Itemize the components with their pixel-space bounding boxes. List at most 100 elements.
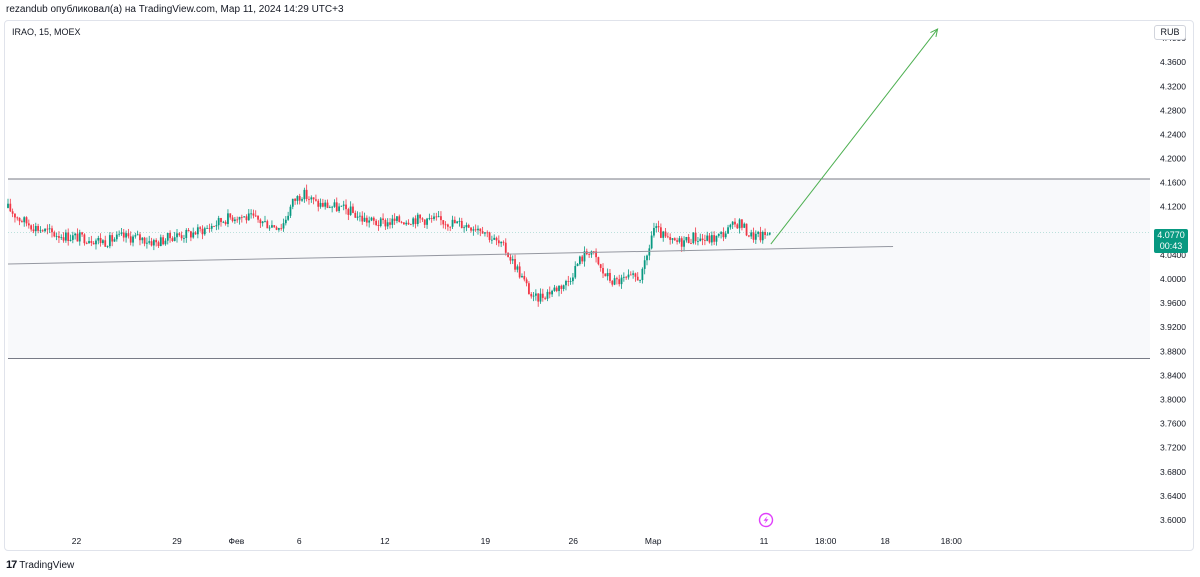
candle — [590, 250, 593, 258]
candle-body — [217, 218, 220, 226]
candle-body — [111, 235, 114, 242]
candle — [129, 231, 132, 246]
candle-body — [456, 221, 459, 224]
candle-body — [759, 231, 762, 241]
candle — [446, 223, 449, 231]
candle — [76, 228, 79, 242]
candle-body — [155, 240, 158, 243]
candle-body — [69, 239, 72, 241]
candle — [634, 272, 637, 282]
candle — [71, 231, 74, 244]
candle-body — [359, 215, 361, 217]
candle-body — [664, 231, 667, 237]
candle-body — [405, 222, 408, 225]
candle — [743, 222, 746, 229]
candle-body — [484, 232, 486, 234]
candle — [206, 225, 209, 229]
candle-body — [213, 226, 215, 227]
y-tick-label: 4.2000 — [1160, 154, 1186, 164]
candle-body — [252, 213, 255, 216]
candle — [349, 201, 352, 216]
symbol-info[interactable]: IRAO, 15, MOEX — [12, 27, 81, 37]
candle-body — [609, 272, 611, 281]
candle — [208, 223, 211, 233]
candle — [354, 210, 357, 218]
candle — [484, 232, 486, 237]
candle — [662, 230, 665, 242]
candle-body — [312, 197, 315, 200]
candle — [581, 254, 584, 264]
candle-body — [694, 232, 697, 242]
candle — [180, 231, 183, 241]
candle — [625, 275, 628, 280]
candle-body — [558, 285, 560, 292]
candle-body — [164, 240, 167, 245]
candle-body — [444, 224, 447, 226]
candle-body — [597, 257, 600, 265]
candle-body — [71, 235, 74, 240]
candle — [532, 292, 535, 302]
lightning-icon[interactable] — [758, 512, 774, 528]
candle-body — [74, 233, 77, 236]
candle — [539, 288, 542, 304]
candle-body — [578, 256, 581, 264]
candle — [706, 231, 709, 242]
candle-body — [449, 226, 452, 228]
candle — [576, 262, 579, 267]
candle-body — [407, 222, 410, 225]
candle — [697, 237, 699, 246]
candle — [488, 231, 491, 243]
candle — [342, 200, 345, 211]
tradingview-logo-icon: 17 — [6, 559, 17, 571]
candle-body — [421, 218, 424, 220]
candle-body — [657, 226, 660, 228]
candle-body — [7, 203, 9, 208]
candle — [632, 270, 635, 279]
y-tick-label: 3.8800 — [1160, 346, 1186, 356]
candle — [67, 228, 70, 246]
x-tick-label: 26 — [569, 536, 579, 546]
candle-body — [764, 231, 766, 235]
candle-body — [18, 217, 21, 222]
candle — [132, 234, 134, 247]
candle — [407, 219, 410, 225]
candle — [85, 241, 88, 245]
candle-body — [562, 285, 565, 289]
candle — [250, 209, 253, 219]
candle-body — [560, 285, 563, 289]
candle — [48, 223, 51, 234]
candle — [669, 233, 672, 245]
candle-body — [363, 217, 366, 222]
y-tick-label: 3.8000 — [1160, 394, 1186, 404]
candle-body — [727, 227, 729, 234]
candle-body — [201, 228, 204, 235]
candle-body — [497, 240, 500, 244]
candle — [166, 232, 169, 245]
projection-arrow-head — [930, 28, 939, 37]
y-tick-label: 4.2800 — [1160, 105, 1186, 115]
candle — [118, 230, 121, 237]
candle-body — [122, 232, 125, 238]
candle-body — [488, 232, 491, 241]
candle — [435, 212, 438, 221]
candle — [185, 228, 188, 243]
candle-body — [277, 228, 280, 230]
candle-body — [338, 206, 340, 212]
candle — [768, 232, 771, 236]
candle — [565, 279, 567, 291]
candle — [317, 198, 320, 212]
candle — [430, 215, 433, 223]
footer[interactable]: 17 TradingView — [6, 558, 74, 572]
candle — [372, 216, 375, 225]
candle — [713, 231, 716, 246]
candle-body — [125, 233, 127, 238]
candle — [595, 248, 597, 263]
candle-body — [377, 225, 380, 226]
candle-body — [504, 242, 507, 253]
candle-body — [30, 225, 33, 230]
candle-body — [25, 217, 28, 224]
currency-button[interactable]: RUB — [1154, 25, 1186, 40]
candle — [11, 208, 14, 218]
candle-body — [233, 219, 236, 222]
